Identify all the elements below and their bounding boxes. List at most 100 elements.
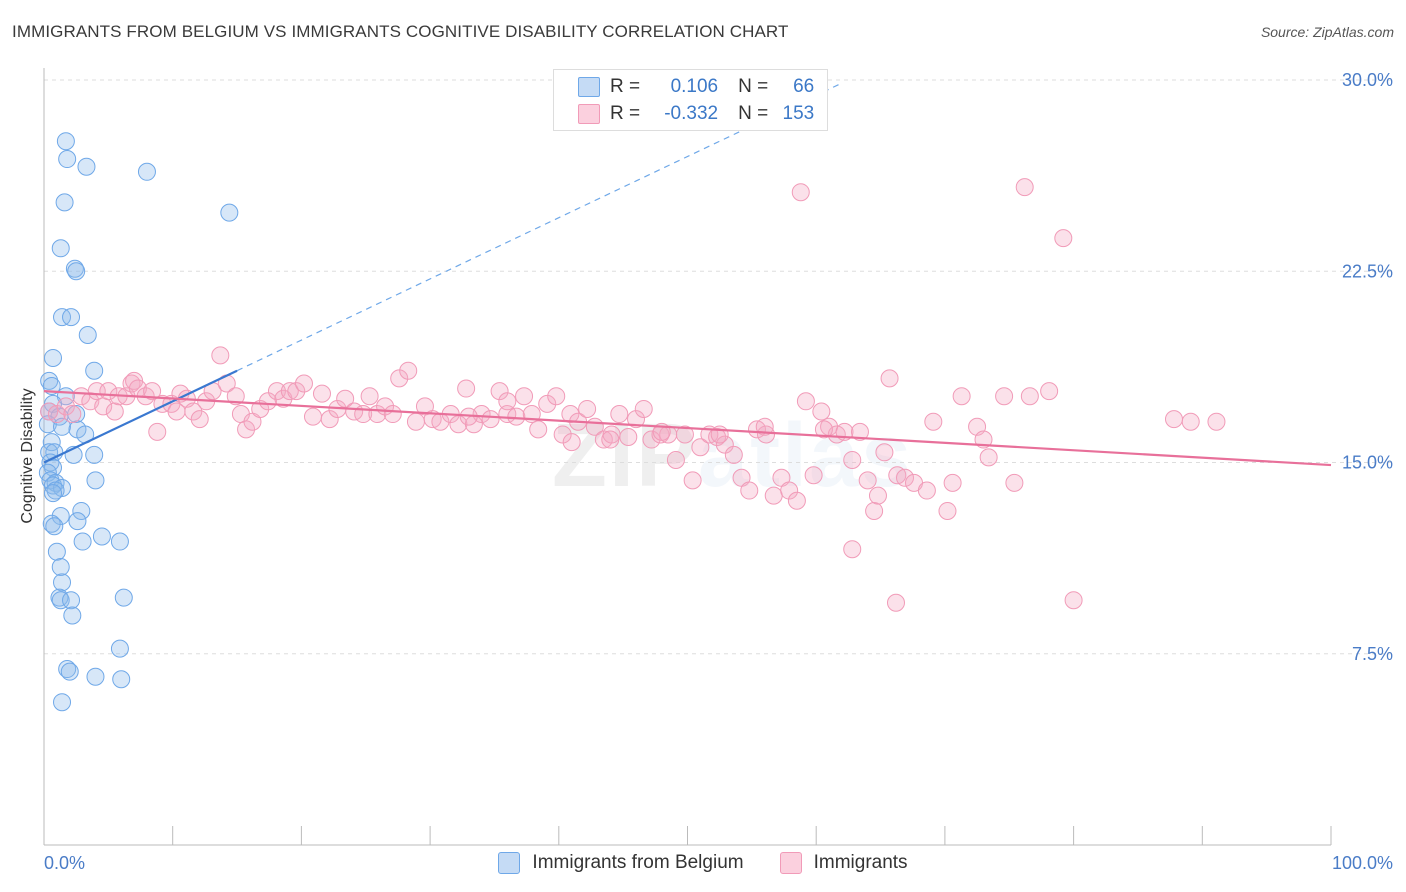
point-immigrants (457, 379, 476, 398)
point-immigrants (312, 384, 331, 403)
point-immigrants (708, 428, 727, 446)
point-immigrants (943, 473, 962, 492)
point-immigrants (601, 430, 620, 449)
point-immigrants (538, 394, 557, 413)
point-immigrants (995, 387, 1014, 406)
point-belgium (110, 532, 129, 551)
point-immigrants (691, 438, 710, 457)
stats-box: R = 0.106 N = 66 R = -0.332 N = 153 (553, 69, 828, 131)
legend-swatch-belgium (498, 852, 521, 874)
point-immigrants (336, 389, 355, 408)
trend-line-immigrants (43, 390, 1332, 467)
point-immigrants (1064, 591, 1083, 610)
legend-item-immigrants: Immigrants (779, 852, 908, 874)
point-immigrants (561, 405, 580, 424)
point-belgium (38, 415, 57, 434)
point-immigrants (642, 430, 661, 449)
point-belgium (56, 132, 75, 151)
belgium-swatch (578, 77, 600, 97)
stats-row-belgium: R = 0.106 N = 66 (554, 74, 814, 100)
point-belgium (58, 150, 77, 169)
watermark-logo: ZIPatlas (552, 406, 914, 506)
point-belgium (47, 542, 66, 561)
point-immigrants (320, 410, 339, 429)
point-immigrants (294, 374, 313, 393)
point-immigrants (562, 433, 581, 452)
point-belgium (62, 591, 81, 610)
point-belgium (77, 157, 96, 176)
r-value: -0.332 (664, 103, 719, 124)
point-belgium (40, 371, 59, 390)
point-immigrants (1005, 473, 1024, 492)
point-belgium (92, 527, 111, 546)
point-belgium (42, 433, 61, 452)
point-immigrants (237, 420, 256, 439)
point-immigrants (406, 412, 425, 431)
point-immigrants (875, 443, 894, 462)
legend-swatch-immigrants (779, 852, 802, 874)
point-immigrants (1164, 410, 1183, 429)
r-label: R = (610, 76, 641, 97)
r-label: R = (610, 103, 641, 124)
point-immigrants (952, 387, 971, 406)
point-belgium (67, 262, 86, 281)
point-belgium (55, 193, 74, 212)
point-immigrants (1054, 229, 1073, 248)
point-belgium (220, 203, 239, 222)
trend-line-belgium (43, 369, 238, 464)
point-immigrants (917, 481, 936, 500)
point-immigrants (764, 486, 783, 505)
point-immigrants (814, 420, 833, 439)
point-immigrants (858, 471, 877, 490)
r-value: 0.106 (670, 76, 719, 97)
n-value: 153 (782, 103, 815, 124)
point-immigrants (578, 399, 597, 418)
legend-item-belgium: Immigrants from Belgium (498, 852, 744, 874)
immigrants-swatch (578, 104, 600, 124)
point-belgium (63, 606, 82, 625)
point-belgium (110, 639, 129, 658)
chart-title: IMMIGRANTS FROM BELGIUM VS IMMIGRANTS CO… (12, 22, 789, 41)
point-immigrants (529, 420, 548, 439)
point-immigrants (1040, 382, 1059, 401)
point-immigrants (1015, 178, 1034, 197)
point-immigrants (610, 405, 629, 424)
point-immigrants (1207, 412, 1226, 431)
point-immigrants (47, 405, 66, 424)
point-belgium (86, 471, 105, 490)
y-tick-label: 22.5% (1342, 261, 1393, 281)
point-belgium (60, 662, 79, 681)
y-tick-label: 7.5% (1352, 644, 1393, 664)
legend-label-immigrants: Immigrants (813, 852, 908, 873)
point-belgium (44, 348, 63, 367)
point-belgium (62, 308, 81, 327)
point-immigrants (880, 369, 899, 388)
point-belgium (112, 670, 131, 689)
point-immigrants (211, 346, 230, 365)
point-belgium (51, 591, 70, 610)
point-immigrants (804, 466, 823, 485)
point-immigrants (627, 410, 646, 429)
point-immigrants (757, 425, 776, 444)
point-immigrants (515, 387, 534, 406)
point-immigrants (507, 407, 526, 426)
point-immigrants (868, 486, 887, 505)
point-immigrants (490, 382, 509, 401)
point-immigrants (886, 593, 905, 612)
point-immigrants (666, 450, 685, 469)
n-label: N = (738, 103, 769, 124)
point-immigrants (105, 402, 124, 421)
point-belgium (68, 512, 87, 531)
point-belgium (51, 558, 70, 577)
point-immigrants (1181, 412, 1200, 431)
source-credit: Source: ZipAtlas.com (1260, 24, 1394, 40)
point-immigrants (226, 387, 245, 406)
point-immigrants (360, 387, 379, 406)
point-immigrants (258, 392, 277, 411)
y-tick-label: 15.0% (1342, 453, 1393, 473)
point-immigrants (924, 412, 943, 431)
point-immigrants (303, 407, 322, 426)
point-belgium (51, 239, 70, 258)
point-belgium (114, 588, 133, 607)
